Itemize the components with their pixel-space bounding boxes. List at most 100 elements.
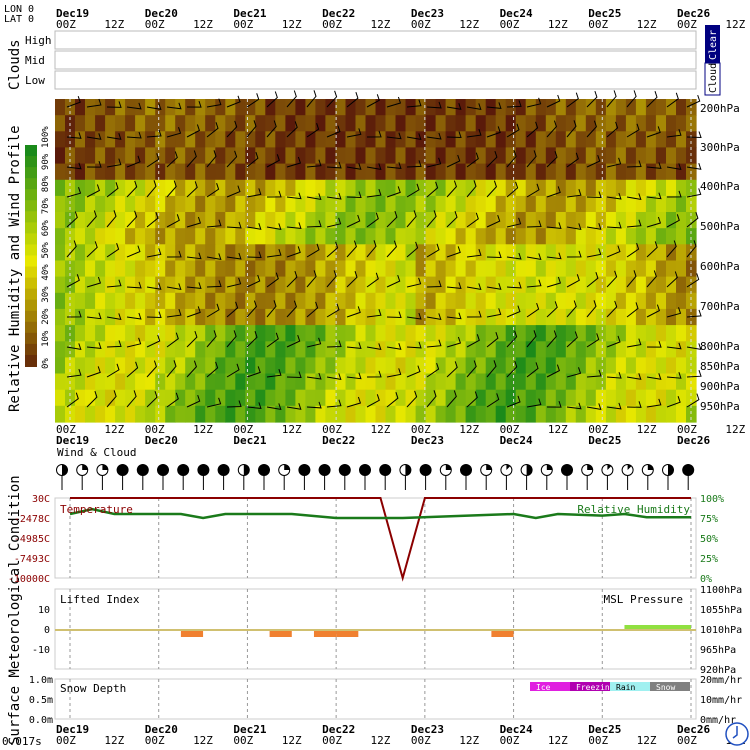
rh-cell xyxy=(95,179,106,197)
rh-cell xyxy=(55,212,66,229)
rh-cell xyxy=(245,308,256,326)
rh-cell xyxy=(535,405,547,423)
rh-cell xyxy=(425,276,437,294)
wind-barb xyxy=(166,102,182,110)
rh-cell xyxy=(465,131,477,149)
wind-barb xyxy=(666,372,682,379)
rh-cell xyxy=(676,389,687,407)
wind-barb xyxy=(66,343,82,351)
rh-cell xyxy=(325,212,336,229)
rh-cell xyxy=(485,260,497,278)
rh-cell xyxy=(585,373,597,391)
axis-day-label: Dec24 xyxy=(500,723,533,736)
wind-barb xyxy=(106,210,117,228)
rh-cell xyxy=(85,147,96,165)
wind-barb xyxy=(586,248,602,258)
rh-cell xyxy=(265,195,276,213)
humidity-tick: 25% xyxy=(700,554,718,565)
rh-cell xyxy=(585,260,597,278)
wind-barb xyxy=(166,392,179,408)
rh-cell xyxy=(95,341,106,359)
rh-cell xyxy=(105,228,116,245)
rh-cell xyxy=(185,212,196,229)
axis-day-label: Dec19 xyxy=(56,7,89,20)
rh-cell xyxy=(515,373,527,391)
wind-barb xyxy=(506,252,522,260)
cloud-cover-fill xyxy=(506,464,511,470)
rh-cell xyxy=(375,163,387,181)
rh-legend-swatch xyxy=(25,211,37,224)
surface-title: Surface Meteorological Condition xyxy=(7,475,23,745)
wind-barb xyxy=(306,337,322,348)
wind-barb xyxy=(606,371,622,379)
rh-cell xyxy=(645,212,657,229)
rh-cell xyxy=(495,195,507,213)
rh-cell xyxy=(395,212,407,229)
wind-barb xyxy=(446,282,462,289)
rh-cell xyxy=(666,260,677,278)
wind-barb xyxy=(106,133,122,140)
rh-cell xyxy=(105,276,116,294)
rh-cell xyxy=(345,99,357,116)
precip-legend-swatch xyxy=(650,682,690,691)
wind-barb xyxy=(406,241,419,258)
rh-cell xyxy=(55,228,66,245)
rh-cell xyxy=(635,115,647,132)
rh-cell xyxy=(585,115,597,132)
rh-cell xyxy=(625,244,637,262)
wind-barb xyxy=(186,282,202,289)
rh-cell xyxy=(645,405,657,423)
rh-cell xyxy=(645,147,657,165)
rh-cell xyxy=(495,260,507,278)
rh-cell xyxy=(355,260,367,278)
axis-day-label: Dec25 xyxy=(588,723,621,736)
rh-cell xyxy=(315,405,326,423)
wind-barb xyxy=(446,180,457,198)
rh-cell xyxy=(545,179,557,197)
rh-cell xyxy=(315,292,326,310)
rh-cell xyxy=(435,373,447,391)
rh-cell xyxy=(655,99,667,116)
rh-cell xyxy=(115,260,126,278)
rh-cell xyxy=(95,276,106,294)
wind-barb xyxy=(486,150,498,168)
rh-cell xyxy=(485,244,497,262)
rh-cell xyxy=(75,357,86,375)
rh-cell xyxy=(405,131,417,149)
rh-cell xyxy=(505,308,517,326)
rh-cell xyxy=(215,325,226,342)
rh-cell xyxy=(235,228,246,245)
axis-hour-label: 12Z xyxy=(459,18,479,31)
rh-cell xyxy=(395,357,407,375)
rh-cell xyxy=(666,195,677,213)
rh-cell xyxy=(105,195,116,213)
axis-hour-label: 00Z xyxy=(56,423,76,436)
wind-barb xyxy=(286,334,301,348)
rh-cell xyxy=(465,260,477,278)
wind-barb xyxy=(626,123,640,138)
rh-cell xyxy=(635,212,647,229)
rh-cell xyxy=(305,195,316,213)
rh-cell xyxy=(275,147,286,165)
rh-cell xyxy=(185,373,196,391)
rh-cell xyxy=(565,292,577,310)
rh-cell xyxy=(605,147,617,165)
rh-cell xyxy=(305,357,316,375)
rh-cell xyxy=(385,99,397,116)
rh-legend-swatch xyxy=(25,332,37,345)
wind-barb xyxy=(246,152,259,168)
axis-day-label: Dec19 xyxy=(56,723,89,736)
rh-cell xyxy=(295,276,306,294)
rh-cell xyxy=(605,163,617,181)
snow-depth-tick: 0.5m xyxy=(29,695,53,706)
rh-cell xyxy=(455,292,467,310)
wind-barb xyxy=(646,162,662,169)
wind-barb xyxy=(146,334,161,348)
wind-barb xyxy=(586,120,597,138)
rh-cell xyxy=(125,147,136,165)
wind-barb xyxy=(386,392,399,408)
rh-cell xyxy=(465,115,477,132)
rh-cell xyxy=(325,276,336,294)
wind-barb xyxy=(366,163,382,171)
wind-barb xyxy=(126,210,138,228)
